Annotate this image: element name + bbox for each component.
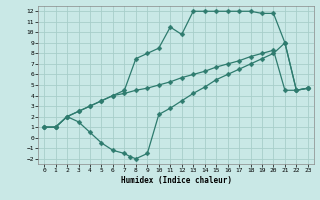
X-axis label: Humidex (Indice chaleur): Humidex (Indice chaleur) <box>121 176 231 185</box>
